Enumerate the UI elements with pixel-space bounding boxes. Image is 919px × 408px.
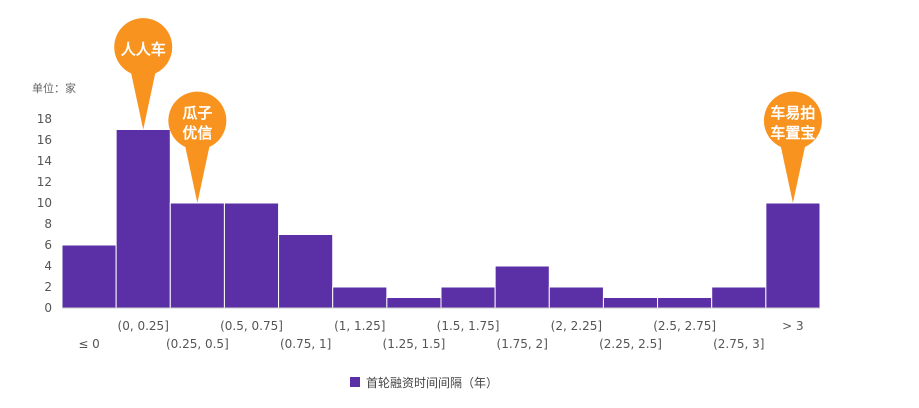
bar xyxy=(332,286,388,309)
x-tick-label: (1.25, 1.5] xyxy=(383,337,446,351)
y-tick-label: 12 xyxy=(37,175,52,189)
bar xyxy=(169,202,225,309)
bar xyxy=(602,297,659,309)
legend-label: 首轮融资时间间隔（年） xyxy=(366,376,498,390)
pin-marker xyxy=(763,91,822,203)
bar xyxy=(386,297,442,309)
bars-group xyxy=(61,129,821,309)
x-tick-label: > 3 xyxy=(782,319,804,333)
y-tick-label: 16 xyxy=(37,133,52,147)
bar xyxy=(494,265,550,309)
bar xyxy=(548,286,604,309)
x-tick-label: (2, 2.25] xyxy=(551,319,602,333)
y-axis-unit-label: 单位：家 xyxy=(32,81,76,95)
legend: 首轮融资时间间隔（年） xyxy=(350,376,498,390)
y-tick-label: 18 xyxy=(37,112,52,126)
pin-label: 人人车 xyxy=(121,41,166,59)
x-tick-label: (2.25, 2.5] xyxy=(599,337,662,351)
x-tick-label: ≤ 0 xyxy=(78,337,100,351)
y-axis-ticks: 0 2 4 6 8 10 12 14 16 18 xyxy=(37,112,52,315)
bar xyxy=(61,244,117,309)
y-tick-label: 14 xyxy=(37,154,52,168)
bar xyxy=(115,129,171,309)
y-tick-label: 0 xyxy=(44,301,52,315)
bar xyxy=(223,202,280,309)
x-tick-label: (1, 1.25] xyxy=(334,319,385,333)
x-tick-label: (0.25, 0.5] xyxy=(166,337,229,351)
x-tick-label: (1.5, 1.75] xyxy=(437,319,500,333)
x-tick-label: (1.75, 2] xyxy=(497,337,548,351)
legend-swatch xyxy=(350,377,360,387)
x-tick-label: (0, 0.25] xyxy=(118,319,169,333)
y-tick-label: 6 xyxy=(44,238,52,252)
annotation-pin: 人人车 xyxy=(114,18,173,130)
bar xyxy=(711,286,767,309)
x-tick-label: (0.5, 0.75] xyxy=(220,319,283,333)
pin-label: 车置宝 xyxy=(770,124,815,142)
bar xyxy=(278,234,334,309)
y-tick-label: 8 xyxy=(44,217,52,231)
x-tick-label: (2.75, 3] xyxy=(713,337,764,351)
y-tick-label: 4 xyxy=(44,259,52,273)
y-tick-label: 10 xyxy=(37,196,52,210)
pin-label: 瓜子 xyxy=(182,104,212,122)
x-tick-label: (0.75, 1] xyxy=(280,337,331,351)
pin-label: 车易拍 xyxy=(770,104,815,122)
bar xyxy=(657,297,713,309)
pin-label: 优信 xyxy=(182,124,212,142)
pin-marker xyxy=(114,18,173,130)
bar xyxy=(765,202,821,309)
y-tick-label: 2 xyxy=(44,280,52,294)
x-axis-labels: ≤ 0 (0, 0.25] (0.25, 0.5] (0.5, 0.75] (0.75,… xyxy=(78,319,803,351)
x-tick-label: (2.5, 2.75] xyxy=(653,319,716,333)
bar xyxy=(440,286,496,309)
pin-marker xyxy=(168,91,227,203)
